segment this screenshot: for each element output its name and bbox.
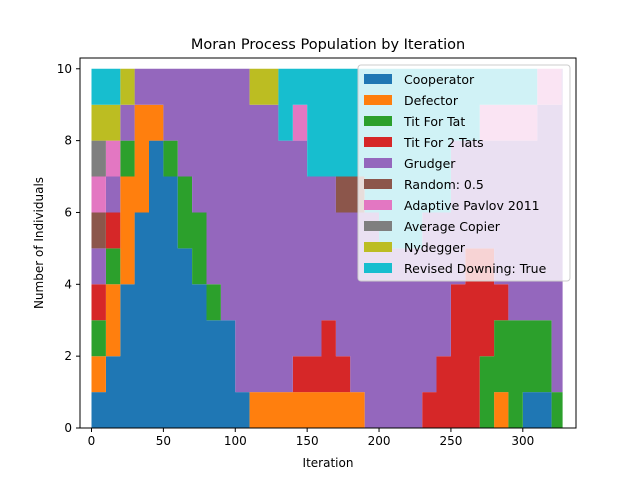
legend-label-cooperator: Cooperator bbox=[404, 72, 475, 87]
legend-swatch-random-0-5 bbox=[364, 179, 392, 189]
legend-label-random-0-5: Random: 0.5 bbox=[404, 177, 484, 192]
y-axis-ticks: 0 2 4 6 8 10 bbox=[57, 62, 80, 435]
legend-label-defector: Defector bbox=[404, 93, 459, 108]
area-cooperator bbox=[91, 140, 563, 428]
y-tick-label: 6 bbox=[64, 205, 72, 219]
legend-label-tit-for-tat: Tit For Tat bbox=[403, 114, 465, 129]
area-tit-for-tat bbox=[91, 104, 563, 428]
legend-label-tit-for-2-tats: Tit For 2 Tats bbox=[403, 135, 484, 150]
plot-frame bbox=[79, 57, 577, 429]
legend-label-nydegger: Nydegger bbox=[404, 240, 466, 255]
chart-title: Moran Process Population by Iteration bbox=[191, 37, 465, 53]
legend-label-average-copier: Average Copier bbox=[404, 219, 501, 234]
x-tick-label: 150 bbox=[296, 434, 319, 448]
x-tick-label: 0 bbox=[88, 434, 96, 448]
legend-swatch-adaptive-pavlov-2011 bbox=[364, 200, 392, 210]
y-tick-label: 0 bbox=[64, 421, 72, 435]
legend-swatch-grudger bbox=[364, 158, 392, 168]
legend-label-adaptive-pavlov-2011: Adaptive Pavlov 2011 bbox=[404, 198, 540, 213]
legend-swatch-revised-downing-true bbox=[364, 263, 392, 273]
y-tick-label: 8 bbox=[64, 134, 72, 148]
x-tick-label: 300 bbox=[511, 434, 534, 448]
y-tick-label: 10 bbox=[57, 62, 72, 76]
legend-swatch-defector bbox=[364, 95, 392, 105]
legend-label-revised-downing-true: Revised Downing: True bbox=[404, 261, 547, 276]
x-tick-label: 250 bbox=[439, 434, 462, 448]
legend: Cooperator Defector Tit For Tat Tit For 2 T… bbox=[357, 64, 571, 282]
y-axis-label: Number of Individuals bbox=[32, 177, 46, 309]
area-grudger bbox=[91, 68, 563, 429]
legend-box bbox=[357, 64, 571, 282]
x-tick-label: 100 bbox=[224, 434, 247, 448]
legend-swatch-tit-for-tat bbox=[364, 116, 392, 126]
x-tick-label: 50 bbox=[156, 434, 171, 448]
legend-swatch-cooperator bbox=[364, 74, 392, 84]
area-defector bbox=[91, 104, 563, 428]
legend-swatch-nydegger bbox=[364, 242, 392, 252]
x-axis-label: Iteration bbox=[303, 456, 354, 470]
x-tick-label: 200 bbox=[368, 434, 391, 448]
legend-swatch-tit-for-2-tats bbox=[364, 137, 392, 147]
y-tick-label: 4 bbox=[64, 277, 72, 291]
y-tick-label: 2 bbox=[64, 349, 72, 363]
legend-swatch-average-copier bbox=[364, 221, 392, 231]
x-axis-ticks: 0 50 100 150 200 250 300 bbox=[88, 428, 534, 448]
legend-label-grudger: Grudger bbox=[404, 156, 456, 171]
